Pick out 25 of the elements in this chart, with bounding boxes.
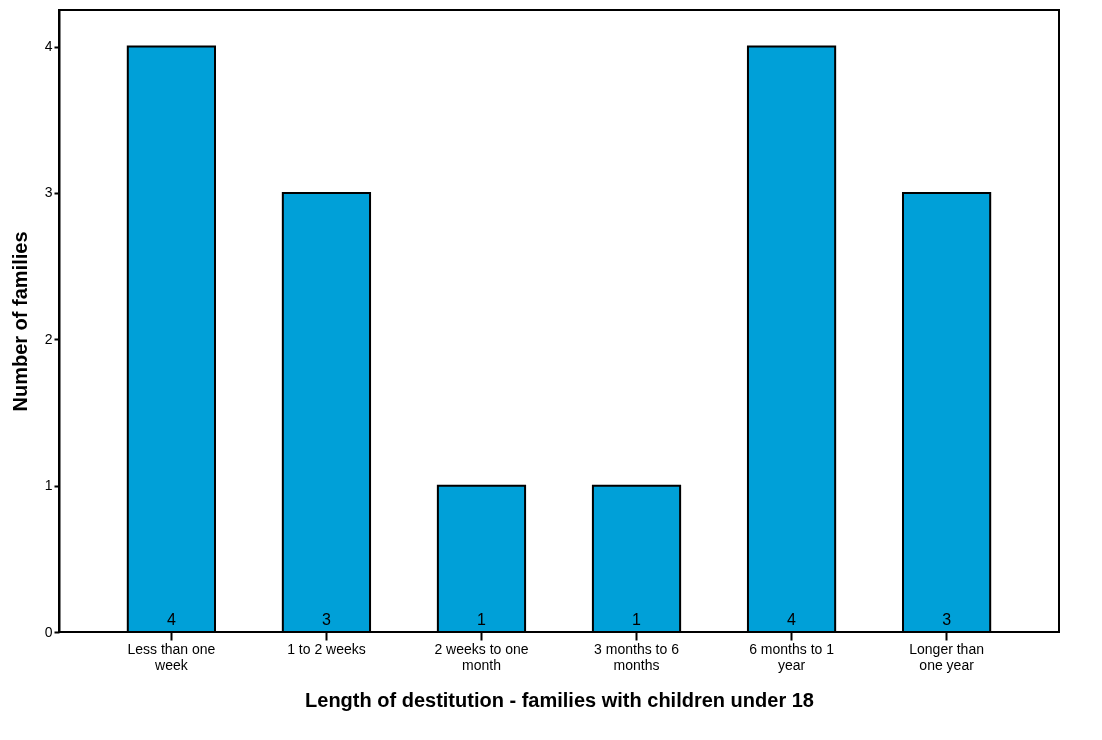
y-axis-title: Number of families bbox=[8, 231, 31, 412]
data-label: 1 bbox=[477, 611, 487, 628]
x-tick-label: Less than one week bbox=[127, 640, 216, 673]
data-label: 3 bbox=[321, 611, 331, 628]
bar bbox=[436, 484, 527, 633]
bar bbox=[591, 484, 682, 633]
bar bbox=[281, 191, 372, 633]
y-tick-label: 1 bbox=[44, 477, 53, 494]
bar bbox=[126, 45, 217, 633]
data-label: 4 bbox=[166, 611, 176, 628]
data-label: 4 bbox=[787, 611, 797, 628]
data-label: 1 bbox=[632, 611, 642, 628]
bar bbox=[901, 191, 992, 633]
bar bbox=[746, 45, 837, 633]
y-tick-label: 0 bbox=[44, 623, 53, 640]
data-label: 3 bbox=[942, 611, 952, 628]
y-tick-label: 4 bbox=[44, 38, 53, 55]
x-tick-label: 2 weeks to one month bbox=[434, 640, 529, 673]
x-tick-label: 3 months to 6 months bbox=[594, 640, 680, 673]
x-axis-title: Length of destitution - families with children under 18 bbox=[305, 688, 814, 711]
y-tick-label: 3 bbox=[44, 184, 53, 201]
x-tick-label: 6 months to 1 year bbox=[749, 640, 835, 673]
x-tick-label: 1 to 2 weeks bbox=[287, 640, 366, 657]
x-tick-label: Longer than one year bbox=[909, 640, 984, 673]
y-tick-label: 2 bbox=[44, 330, 53, 347]
